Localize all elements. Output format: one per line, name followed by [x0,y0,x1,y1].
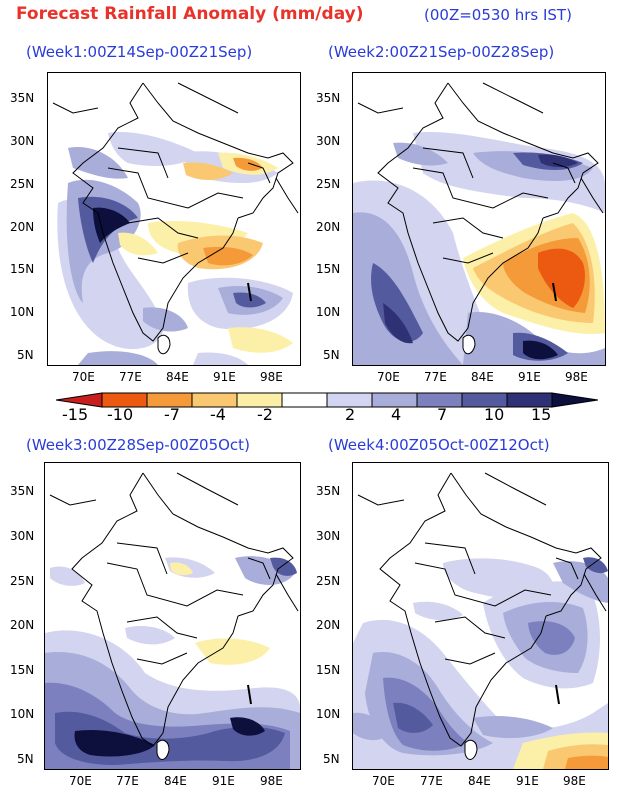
panel-title-week3: (Week3:00Z28Sep-00Z05Oct) [26,436,250,454]
chart-title: Forecast Rainfall Anomaly (mm/day) [16,4,364,24]
colorbar-label: 2 [345,405,356,424]
lat-label-35n: 35N [316,484,341,498]
lat-label-15n: 15N [10,262,35,276]
lon-label-77e: 77E [119,370,142,384]
lat-label-15n: 15N [10,663,35,677]
lon-label-77e: 77E [116,774,139,788]
lon-label-98e: 98E [260,774,283,788]
lon-label-91e: 91E [212,774,235,788]
colorbar-label: 15 [531,405,552,424]
lon-label-70e: 70E [372,774,395,788]
colorbar-label: -4 [210,405,226,424]
lat-label-5n: 5N [323,752,340,766]
time-note: (00Z=0530 hrs IST) [424,6,572,24]
lon-label-70e: 70E [72,370,95,384]
colorbar-label: 10 [484,405,505,424]
lat-label-10n: 10N [10,707,35,721]
panel-title-week4: (Week4:00Z05Oct-00Z12Oct) [328,436,550,454]
lat-label-25n: 25N [316,177,341,191]
colorbar-label: -15 [62,405,89,424]
lat-label-20n: 20N [10,618,35,632]
lon-label-70e: 70E [377,370,400,384]
lat-label-30n: 30N [10,134,35,148]
colorbar-swatch [551,392,598,408]
map-week4 [352,462,609,770]
lat-label-10n: 10N [10,305,35,319]
lat-label-25n: 25N [316,574,341,588]
lat-label-15n: 15N [316,262,341,276]
map-week3 [44,462,301,770]
colorbar [56,392,598,408]
lat-label-10n: 10N [316,707,341,721]
colorbar-label: -7 [164,405,180,424]
colorbar-label: -2 [257,405,273,424]
map-week2 [352,72,606,366]
panel-title-week1: (Week1:00Z14Sep-00Z21Sep) [26,43,253,61]
lon-label-84e: 84E [166,370,189,384]
map-week1 [47,72,301,366]
colorbar-swatch [281,392,328,408]
map-week2-svg [353,73,605,365]
lat-label-35n: 35N [10,91,35,105]
lon-label-91e: 91E [518,370,541,384]
lon-label-84e: 84E [164,774,187,788]
lon-label-98e: 98E [563,774,586,788]
lat-label-5n: 5N [323,348,340,362]
colorbar-label: 7 [437,405,448,424]
lat-label-30n: 30N [316,134,341,148]
panel-title-week2: (Week2:00Z21Sep-00Z28Sep) [328,43,555,61]
lat-label-30n: 30N [10,529,35,543]
lon-label-77e: 77E [420,774,443,788]
lat-label-35n: 35N [316,91,341,105]
map-week1-svg [48,73,300,365]
lon-label-91e: 91E [213,370,236,384]
lat-label-15n: 15N [316,663,341,677]
lat-label-25n: 25N [10,177,35,191]
lat-label-5n: 5N [17,752,34,766]
lat-label-20n: 20N [316,618,341,632]
lat-label-5n: 5N [17,348,34,362]
lon-label-70e: 70E [69,774,92,788]
lat-label-10n: 10N [316,305,341,319]
colorbar-label: 4 [391,405,402,424]
lon-label-98e: 98E [565,370,588,384]
lon-label-98e: 98E [260,370,283,384]
lat-label-35n: 35N [10,484,35,498]
lon-label-84e: 84E [468,774,491,788]
map-week3-svg [45,463,300,769]
lat-label-30n: 30N [316,529,341,543]
lon-label-91e: 91E [516,774,539,788]
lon-label-84e: 84E [471,370,494,384]
lat-label-20n: 20N [10,220,35,234]
lon-label-77e: 77E [424,370,447,384]
colorbar-label: -10 [107,405,134,424]
lat-label-25n: 25N [10,574,35,588]
lat-label-20n: 20N [316,220,341,234]
map-week4-svg [353,463,608,769]
